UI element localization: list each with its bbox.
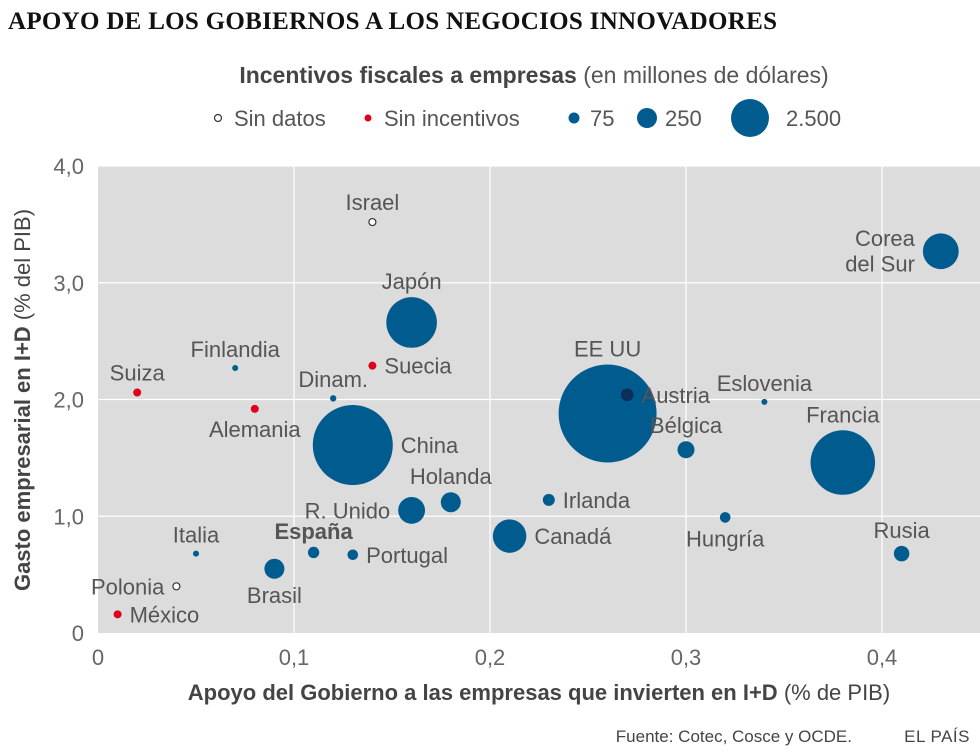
label-irlanda: Irlanda xyxy=(563,488,631,513)
point-dinam- xyxy=(330,395,337,402)
point-ee-uu xyxy=(558,364,657,463)
y-tick-label: 4,0 xyxy=(53,154,84,179)
label-eslovenia: Eslovenia xyxy=(717,371,813,396)
x-axis-title: Apoyo del Gobierno a las empresas que in… xyxy=(188,680,890,705)
label-israel: Israel xyxy=(346,190,400,215)
legend-size-label: 75 xyxy=(590,106,614,131)
point-r-unido xyxy=(398,496,426,524)
label-italia: Italia xyxy=(173,523,220,548)
legend-no-data-label: Sin datos xyxy=(234,106,326,131)
y-axis-title-units: (% del PIB) xyxy=(10,209,35,320)
label-españa: España xyxy=(274,519,353,544)
label-finlandia: Finlandia xyxy=(191,337,281,362)
point-austria xyxy=(620,388,634,402)
point-irlanda xyxy=(542,493,555,506)
label-méxico: México xyxy=(130,602,200,627)
y-tick-label: 2,0 xyxy=(53,388,84,413)
point-españa xyxy=(307,546,320,559)
y-axis-title: Gasto empresarial en I+D (% del PIB) xyxy=(10,209,35,591)
y-axis-title-main: Gasto empresarial en I+D xyxy=(10,320,35,591)
label-bélgica: Bélgica xyxy=(650,413,723,438)
point-suiza xyxy=(133,388,142,397)
label-portugal: Portugal xyxy=(366,543,448,568)
point-rusia xyxy=(893,545,910,562)
chart-title: APOYO DE LOS GOBIERNOS A LOS NEGOCIOS IN… xyxy=(8,8,778,35)
legend-title-main: Incentivos fiscales a empresas xyxy=(239,62,577,88)
y-tick-label: 0 xyxy=(72,621,84,646)
legend-title-units: (en millones de dólares) xyxy=(583,62,829,88)
label-suiza: Suiza xyxy=(110,360,166,385)
point-portugal xyxy=(347,549,359,561)
point-holanda xyxy=(440,492,461,513)
x-tick-label: 0,4 xyxy=(867,645,898,670)
point-alemania xyxy=(250,404,259,413)
legend-size-marker-2.500 xyxy=(731,99,769,137)
x-tick-label: 0 xyxy=(92,645,104,670)
label-brasil: Brasil xyxy=(247,583,302,608)
label-alemania: Alemania xyxy=(209,417,301,442)
label-francia: Francia xyxy=(806,402,880,427)
point-suecia xyxy=(368,361,377,370)
point-brasil xyxy=(264,558,285,579)
label-holanda: Holanda xyxy=(410,464,493,489)
point-eslovenia xyxy=(761,398,768,405)
label-austria: Austria xyxy=(642,383,711,408)
brand-logo-text: EL PAÍS xyxy=(904,727,970,746)
label-rusia: Rusia xyxy=(873,518,930,543)
point-china xyxy=(312,405,393,486)
point-méxico xyxy=(113,610,122,619)
label-canadá: Canadá xyxy=(534,524,612,549)
y-tick-label: 1,0 xyxy=(53,504,84,529)
point-hungría xyxy=(719,512,731,523)
point-israel xyxy=(368,217,377,227)
label-corea-del-sur: Corea del Sur xyxy=(845,226,915,276)
point-francia xyxy=(810,430,876,495)
point-finlandia xyxy=(232,364,239,371)
label-line: del Sur xyxy=(845,252,915,277)
legend-size-marker-250 xyxy=(637,108,657,128)
legend-no-incentive-label: Sin incentivos xyxy=(384,106,520,131)
legend-no-data-marker xyxy=(213,113,223,123)
x-tick-label: 0,2 xyxy=(475,645,506,670)
legend-title: Incentivos fiscales a empresas (en millo… xyxy=(0,62,980,89)
x-axis-title-main: Apoyo del Gobierno a las empresas que in… xyxy=(188,680,784,705)
y-tick-label: 3,0 xyxy=(53,271,84,296)
source-note: Fuente: Cotec, Cosce y OCDE. xyxy=(615,727,852,746)
x-axis-title-units: (% de PIB) xyxy=(784,680,890,705)
legend-size-marker-75 xyxy=(568,112,580,124)
label-suecia: Suecia xyxy=(384,354,452,379)
point-italia xyxy=(193,550,199,557)
point-canadá xyxy=(492,519,527,553)
label-polonia: Polonia xyxy=(91,574,165,599)
x-tick-label: 0,3 xyxy=(671,645,702,670)
label-dinam-: Dinam. xyxy=(298,367,368,392)
label-r-unido: R. Unido xyxy=(305,498,391,523)
point-polonia xyxy=(172,582,181,591)
label-japón: Japón xyxy=(382,269,442,294)
label-line: Corea xyxy=(855,226,916,251)
legend-no-incentive-marker xyxy=(364,114,372,122)
legend-size-label: 2.500 xyxy=(786,106,841,131)
point-bélgica xyxy=(677,441,695,459)
label-china: China xyxy=(401,433,459,458)
legend-size-label: 250 xyxy=(665,106,702,131)
label-hungría: Hungría xyxy=(686,527,765,552)
point-japón xyxy=(386,297,437,348)
label-ee-uu: EE UU xyxy=(574,337,641,362)
point-corea-del-sur xyxy=(922,233,959,270)
x-tick-label: 0,1 xyxy=(279,645,310,670)
